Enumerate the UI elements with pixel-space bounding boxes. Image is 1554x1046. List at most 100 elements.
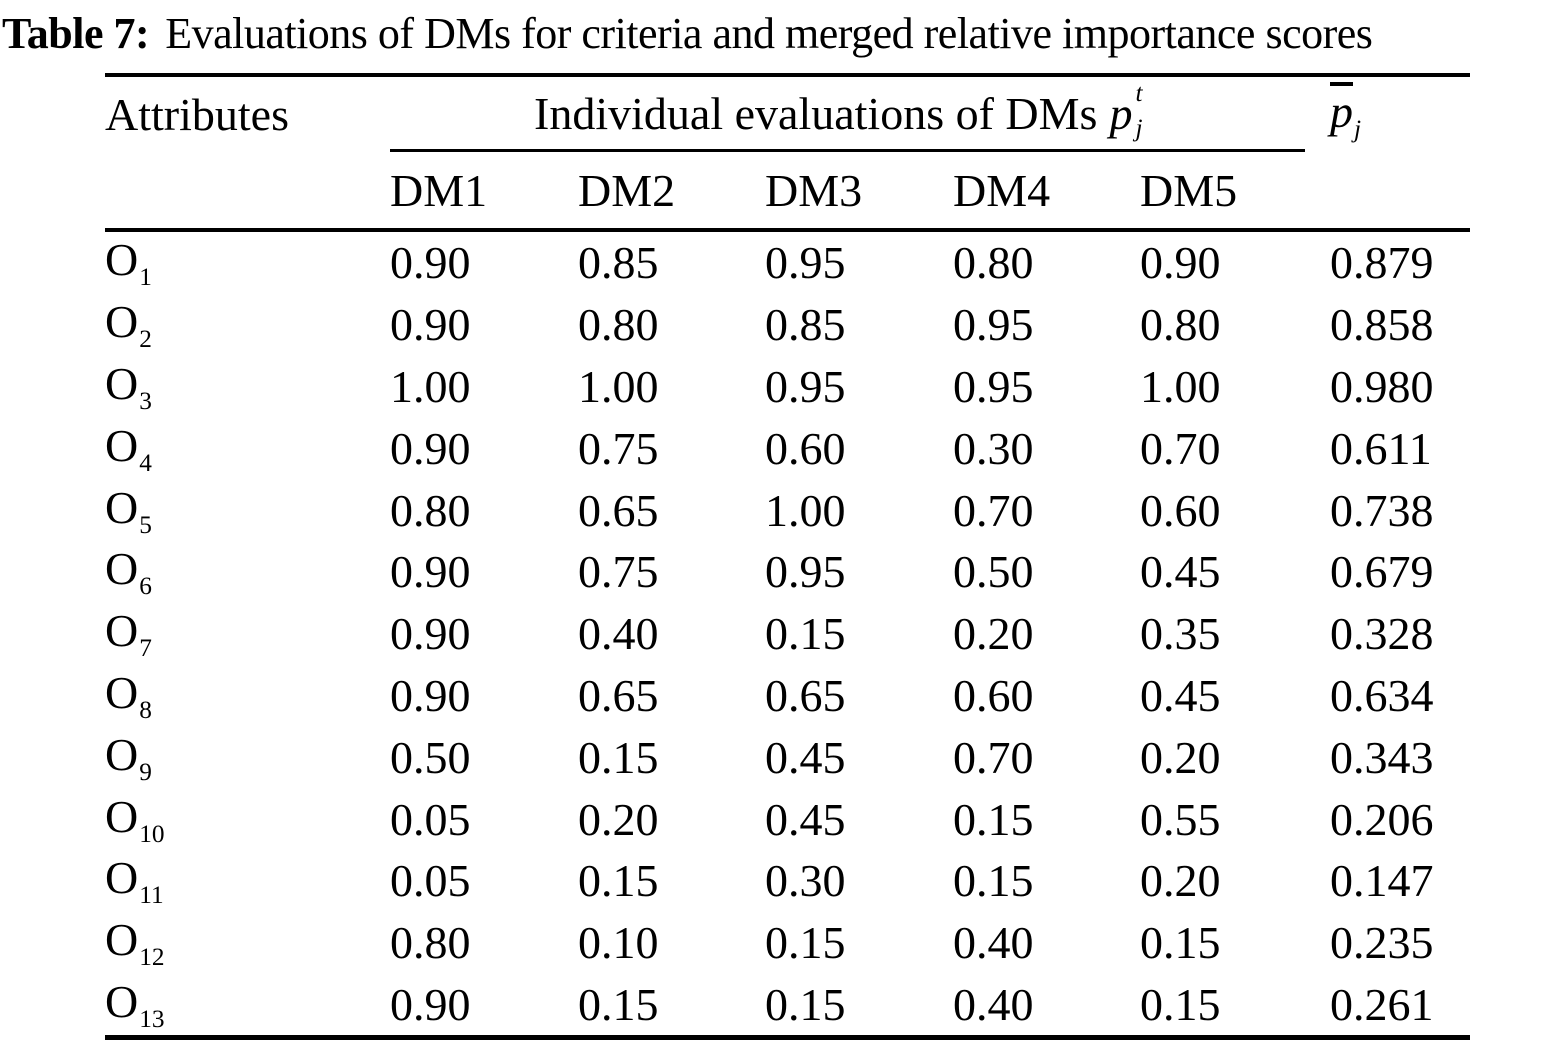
mean-cell: 0.206 <box>1330 793 1434 845</box>
mean-cell: 0.611 <box>1330 422 1432 474</box>
value-cell: 0.40 <box>953 978 1034 1030</box>
value-cell: 1.00 <box>390 360 471 412</box>
mean-cell: 0.738 <box>1330 484 1434 536</box>
value-cell: 0.40 <box>953 917 1034 969</box>
table-row: O2 0.90 0.80 0.85 0.95 0.80 0.858 <box>105 294 1470 356</box>
attribute-base: O <box>105 666 139 718</box>
attribute-sub: 4 <box>139 448 152 477</box>
value-cell: 0.95 <box>765 237 846 289</box>
attribute-sub: 8 <box>139 696 152 725</box>
value-cell: 0.70 <box>953 484 1034 536</box>
attribute-sub: 12 <box>139 943 165 972</box>
value-cell: 0.15 <box>953 855 1034 907</box>
value-cell: 0.90 <box>390 978 471 1030</box>
attribute-base: O <box>105 790 139 842</box>
value-cell: 0.80 <box>578 299 659 351</box>
table-row: O13 0.90 0.15 0.15 0.40 0.15 0.261 <box>105 974 1470 1036</box>
attribute-sub: 13 <box>139 1005 165 1034</box>
table-row: O7 0.90 0.40 0.15 0.20 0.35 0.328 <box>105 603 1470 665</box>
value-cell: 0.90 <box>1140 237 1221 289</box>
attribute-label: O2 <box>105 295 390 354</box>
attribute-base: O <box>105 419 139 471</box>
value-cell: 0.15 <box>765 978 846 1030</box>
table-row: O5 0.80 0.65 1.00 0.70 0.60 0.738 <box>105 479 1470 541</box>
mean-cell: 0.858 <box>1330 299 1434 351</box>
mean-cell: 0.261 <box>1330 978 1434 1030</box>
value-cell: 0.95 <box>765 360 846 412</box>
attribute-label: O7 <box>105 604 390 663</box>
value-cell: 0.85 <box>765 299 846 351</box>
math-symbol-pbar: p <box>1330 85 1353 137</box>
value-cell: 0.15 <box>1140 978 1221 1030</box>
attribute-base: O <box>105 914 139 966</box>
attribute-label: O11 <box>105 851 390 910</box>
attribute-label: O9 <box>105 728 390 787</box>
value-cell: 0.20 <box>1140 855 1221 907</box>
table-row: O12 0.80 0.10 0.15 0.40 0.15 0.235 <box>105 912 1470 974</box>
attribute-label: O6 <box>105 542 390 601</box>
value-cell: 0.80 <box>1140 299 1221 351</box>
table-row: O3 1.00 1.00 0.95 0.95 1.00 0.980 <box>105 356 1470 418</box>
value-cell: 0.15 <box>578 978 659 1030</box>
table-caption-text: Evaluations of DMs for criteria and merg… <box>165 9 1373 58</box>
value-cell: 0.10 <box>578 917 659 969</box>
value-cell: 0.70 <box>1140 422 1221 474</box>
value-cell: 0.75 <box>578 546 659 598</box>
attribute-base: O <box>105 605 139 657</box>
column-header-dm5: DM5 <box>1140 164 1238 216</box>
attribute-label: O12 <box>105 913 390 972</box>
attribute-sub: 3 <box>139 387 152 416</box>
mean-cell: 0.147 <box>1330 855 1434 907</box>
attribute-label: O13 <box>105 975 390 1034</box>
table-caption-label: Table 7: <box>2 9 150 58</box>
attribute-base: O <box>105 728 139 780</box>
table-row: O8 0.90 0.65 0.65 0.60 0.45 0.634 <box>105 665 1470 727</box>
attribute-label: O1 <box>105 233 390 292</box>
attribute-base: O <box>105 296 139 348</box>
value-cell: 0.45 <box>765 731 846 783</box>
mean-cell: 0.980 <box>1330 360 1434 412</box>
value-cell: 0.15 <box>953 793 1034 845</box>
attribute-label: O10 <box>105 790 390 849</box>
mean-cell: 0.879 <box>1330 237 1434 289</box>
mean-cell: 0.679 <box>1330 546 1434 598</box>
attribute-label: O8 <box>105 666 390 725</box>
value-cell: 0.30 <box>953 422 1034 474</box>
value-cell: 0.15 <box>1140 917 1221 969</box>
value-cell: 0.15 <box>578 855 659 907</box>
attribute-base: O <box>105 852 139 904</box>
value-cell: 1.00 <box>578 360 659 412</box>
math-subscript-j: j <box>1135 114 1143 143</box>
attribute-label: O5 <box>105 481 390 540</box>
value-cell: 0.05 <box>390 855 471 907</box>
value-cell: 0.65 <box>578 484 659 536</box>
value-cell: 0.50 <box>953 546 1034 598</box>
value-cell: 0.90 <box>390 237 471 289</box>
value-cell: 0.45 <box>1140 546 1221 598</box>
value-cell: 0.05 <box>390 793 471 845</box>
value-cell: 0.20 <box>953 608 1034 660</box>
value-cell: 0.20 <box>1140 731 1221 783</box>
attribute-sub: 2 <box>139 325 152 354</box>
value-cell: 0.80 <box>953 237 1034 289</box>
table-header-row-2: DM1 DM2 DM3 DM4 DM5 <box>105 152 1470 228</box>
value-cell: 1.00 <box>765 484 846 536</box>
attribute-sub: 6 <box>139 572 152 601</box>
attribute-sub: 10 <box>139 819 165 848</box>
attribute-sub: 5 <box>139 510 152 539</box>
value-cell: 0.80 <box>390 917 471 969</box>
value-cell: 0.65 <box>765 669 846 721</box>
value-cell: 0.30 <box>765 855 846 907</box>
value-cell: 0.90 <box>390 669 471 721</box>
value-cell: 0.70 <box>953 731 1034 783</box>
value-cell: 0.95 <box>953 299 1034 351</box>
attribute-sub: 7 <box>139 634 152 663</box>
value-cell: 0.55 <box>1140 793 1221 845</box>
value-cell: 0.60 <box>765 422 846 474</box>
attribute-label: O4 <box>105 419 390 478</box>
value-cell: 0.65 <box>578 669 659 721</box>
value-cell: 0.80 <box>390 484 471 536</box>
attribute-label: O3 <box>105 357 390 416</box>
